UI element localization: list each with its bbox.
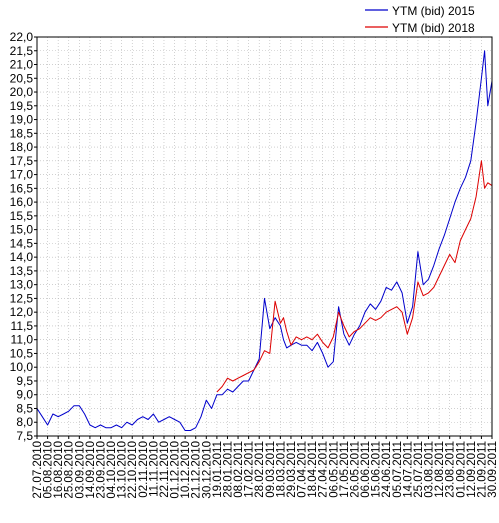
x-tick-label: 14.07.2011 xyxy=(402,441,414,498)
x-tick-label: 14.09.2010 xyxy=(85,441,97,499)
x-tick-label: 06.05.2011 xyxy=(328,441,340,498)
x-tick-label: 10.12.2010 xyxy=(180,441,192,499)
y-tick-label: 21,5 xyxy=(10,44,34,58)
y-tick-label: 16,0 xyxy=(10,195,34,209)
y-tick-label: 21,0 xyxy=(10,58,34,72)
y-tick-label: 15,5 xyxy=(10,209,34,223)
x-tick-label: 18.04.2011 xyxy=(307,441,319,498)
y-tick-label: 12,0 xyxy=(10,305,34,319)
x-tick-label: 01.09.2011 xyxy=(455,441,467,498)
y-tick-label: 11,0 xyxy=(11,333,34,347)
x-tick-label: 15.06.2011 xyxy=(371,441,383,498)
x-tick-label: 25.08.2010 xyxy=(64,441,76,499)
legend-label-2: YTM (bid) 2018 xyxy=(392,21,475,35)
y-tick-label: 8,5 xyxy=(16,401,33,415)
y-tick-label: 10,0 xyxy=(10,360,34,374)
x-tick-label: 23.08.2011 xyxy=(445,441,457,498)
y-tick-label: 13,5 xyxy=(10,264,34,278)
y-tick-label: 19,5 xyxy=(10,99,34,113)
x-tick-label: 23.09.2010 xyxy=(95,441,107,499)
x-tick-label: 19.01.2011 xyxy=(212,441,224,498)
y-tick-label: 16,5 xyxy=(10,181,34,195)
x-tick-label: 12.08.2011 xyxy=(434,441,446,498)
y-tick-label: 20,5 xyxy=(10,71,34,85)
x-tick-label: 29.03.2011 xyxy=(286,441,298,498)
x-tick-label: 04.10.2010 xyxy=(106,441,118,499)
x-tick-label: 11.11.2010 xyxy=(148,441,160,497)
y-tick-label: 10,5 xyxy=(10,346,34,360)
series-line-1 xyxy=(36,50,493,431)
x-tick-label: 03.09.2010 xyxy=(74,441,86,499)
x-tick-label: 21.12.2010 xyxy=(191,441,203,499)
y-tick-label: 22,0 xyxy=(10,30,34,44)
x-tick-label: 25.07.2011 xyxy=(413,441,425,498)
y-tick-label: 17,0 xyxy=(10,168,34,182)
y-tick-label: 13,0 xyxy=(10,278,34,292)
y-tick-label: 14,0 xyxy=(10,250,34,264)
x-tick-label: 27.04.2011 xyxy=(318,441,330,498)
x-tick-label: 22.11.2010 xyxy=(159,441,171,498)
series-line-2 xyxy=(216,160,493,393)
x-tick-label: 17.05.2011 xyxy=(339,441,351,498)
legend-label-1: YTM (bid) 2015 xyxy=(392,4,475,18)
x-tick-label: 22.10.2010 xyxy=(127,441,139,499)
x-tick-label: 06.06.2011 xyxy=(360,441,372,498)
x-tick-label: 18.03.2011 xyxy=(275,441,287,498)
y-tick-label: 9,5 xyxy=(16,374,33,388)
y-tick-label: 9,0 xyxy=(16,388,33,402)
x-tick-label: 16.08.2010 xyxy=(53,441,65,499)
plot-frame xyxy=(36,36,493,437)
legend: YTM (bid) 2015 YTM (bid) 2018 xyxy=(365,4,475,35)
x-tick-label: 12.09.2011 xyxy=(466,441,478,498)
x-tick-label: 02.11.2010 xyxy=(138,441,150,498)
x-tick-label: 26.05.2011 xyxy=(349,441,361,498)
y-tick-label: 19,0 xyxy=(10,113,34,127)
y-tick-label: 11,5 xyxy=(11,319,34,333)
x-tick-label: 27.07.2010 xyxy=(32,441,44,499)
x-tick-label: 03.08.2011 xyxy=(424,441,436,498)
x-tick-label: 28.01.2011 xyxy=(222,441,234,498)
y-tick-label: 7,5 xyxy=(16,429,33,443)
x-tick-label: 28.02.2011 xyxy=(254,441,266,498)
y-tick-label: 20,0 xyxy=(10,85,34,99)
x-tick-label: 09.03.2011 xyxy=(265,441,277,498)
y-tick-label: 18,5 xyxy=(10,126,34,140)
y-tick-label: 8,0 xyxy=(16,415,33,429)
x-tick-label: 17.02.2011 xyxy=(244,441,256,498)
x-tick-label: 05.07.2011 xyxy=(392,441,404,498)
x-tick-label: 30.12.2010 xyxy=(201,441,213,499)
x-tick-label: 08.02.2011 xyxy=(233,441,245,498)
x-tick-label: 13.10.2010 xyxy=(117,441,129,499)
x-tick-label: 24.06.2011 xyxy=(381,441,393,498)
x-tick-label: 01.12.2010 xyxy=(170,441,182,499)
y-tick-label: 15,0 xyxy=(10,223,34,237)
y-tick-label: 12,5 xyxy=(10,291,34,305)
x-tick-label: 21.09.2011 xyxy=(476,441,488,498)
y-tick-label: 14,5 xyxy=(10,236,34,250)
x-tick-label: 30.09.2011 xyxy=(487,441,499,498)
y-tick-label: 18,0 xyxy=(10,140,34,154)
x-tick-label: 05.08.2010 xyxy=(43,441,55,499)
y-tick-label: 17,5 xyxy=(10,154,34,168)
x-tick-label: 07.04.2011 xyxy=(297,441,309,498)
